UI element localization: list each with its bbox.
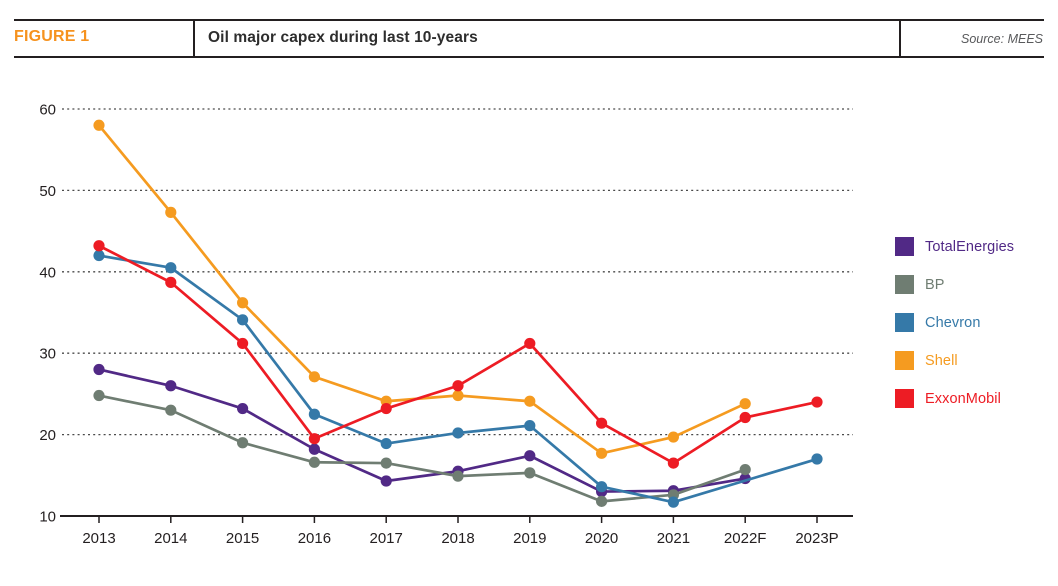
x-axis-label-2022f: 2022F xyxy=(724,530,767,547)
y-axis-label-20: 20 xyxy=(39,427,56,444)
data-point-chevron-2021 xyxy=(667,496,680,508)
series-line-chevron xyxy=(97,254,819,504)
y-axis-label-50: 50 xyxy=(39,183,56,200)
data-point-shell-2013 xyxy=(93,119,105,131)
series-line-shell xyxy=(97,123,747,455)
data-point-totalenergies-2019 xyxy=(524,450,536,462)
legend-label-exxonmobil: ExxonMobil xyxy=(925,390,1001,407)
data-point-bp-2018 xyxy=(452,470,464,482)
data-point-bp-2020 xyxy=(596,495,608,507)
data-point-exxonmobil-2022f xyxy=(739,411,751,424)
x-axis-label-2015: 2015 xyxy=(226,530,259,547)
data-point-shell-2018 xyxy=(452,389,464,402)
x-axis-label-2023p: 2023P xyxy=(795,530,838,547)
figure-source: Source: MEES xyxy=(961,32,1043,46)
legend-item-totalenergies: TotalEnergies xyxy=(895,237,1014,256)
series-line-bp xyxy=(97,394,747,503)
legend-item-exxonmobil: ExxonMobil xyxy=(895,389,1014,408)
data-point-exxonmobil-2020 xyxy=(596,417,608,429)
data-point-exxonmobil-2018 xyxy=(452,380,464,392)
x-axis-label-2014: 2014 xyxy=(154,530,187,547)
data-point-chevron-2014 xyxy=(165,262,177,274)
header-divider-left xyxy=(193,19,195,58)
data-point-bp-2019 xyxy=(524,467,536,479)
data-point-shell-2015 xyxy=(237,297,249,309)
data-point-shell-2016 xyxy=(308,371,320,383)
x-axis-label-2019: 2019 xyxy=(513,530,546,547)
data-point-totalenergies-2014 xyxy=(165,380,177,392)
legend-item-chevron: Chevron xyxy=(895,313,1014,332)
data-point-exxonmobil-2013 xyxy=(93,240,105,252)
y-axis-label-30: 30 xyxy=(39,346,56,363)
legend-label-totalenergies: TotalEnergies xyxy=(925,238,1015,255)
legend-swatch-bp xyxy=(895,275,914,294)
data-point-totalenergies-2016 xyxy=(308,443,320,455)
legend-swatch-shell xyxy=(895,351,914,370)
data-point-chevron-2017 xyxy=(380,437,392,450)
data-point-shell-2022f xyxy=(739,398,751,410)
legend-swatch-chevron xyxy=(895,313,914,332)
y-axis-label-10: 10 xyxy=(39,509,56,526)
figure-title: Oil major capex during last 10-years xyxy=(208,29,478,46)
data-point-exxonmobil-2019 xyxy=(524,337,536,350)
data-point-exxonmobil-2016 xyxy=(308,433,320,445)
y-axis-label-60: 60 xyxy=(39,102,56,119)
data-point-exxonmobil-2014 xyxy=(165,276,177,288)
legend-item-bp: BP xyxy=(895,275,1014,294)
data-point-exxonmobil-2015 xyxy=(237,337,249,350)
header-top-rule xyxy=(14,19,1044,21)
data-point-totalenergies-2017 xyxy=(380,475,392,487)
data-point-chevron-2013 xyxy=(93,249,105,262)
data-point-bp-2015 xyxy=(237,437,249,449)
legend-label-chevron: Chevron xyxy=(925,314,981,331)
figure-label: FIGURE 1 xyxy=(14,28,90,45)
data-point-totalenergies-2015 xyxy=(237,402,249,415)
data-point-chevron-2018 xyxy=(452,427,464,439)
data-point-exxonmobil-2023p xyxy=(811,396,823,408)
data-point-shell-2020 xyxy=(596,447,608,459)
legend-item-shell: Shell xyxy=(895,351,1014,370)
data-point-chevron-2019 xyxy=(524,420,536,432)
data-point-bp-2014 xyxy=(165,404,177,416)
legend-label-shell: Shell xyxy=(925,352,958,369)
data-point-bp-2017 xyxy=(380,457,392,469)
x-axis-label-2020: 2020 xyxy=(585,530,618,547)
header-divider-right xyxy=(899,19,901,58)
data-point-chevron-2015 xyxy=(237,314,249,326)
x-axis-label-2016: 2016 xyxy=(298,530,331,547)
chart-legend: TotalEnergies BP Chevron Shell ExxonMobil xyxy=(895,237,1014,408)
data-point-shell-2021 xyxy=(667,431,680,443)
data-point-chevron-2020 xyxy=(596,481,608,493)
series-line-totalenergies xyxy=(97,368,747,493)
legend-swatch-exxonmobil xyxy=(895,389,914,408)
legend-swatch-totalenergies xyxy=(895,237,914,256)
legend-label-bp: BP xyxy=(925,276,945,293)
data-point-exxonmobil-2021 xyxy=(667,457,680,469)
data-point-shell-2014 xyxy=(165,206,177,218)
y-axis-label-40: 40 xyxy=(39,264,56,281)
data-point-bp-2013 xyxy=(93,389,105,402)
data-point-chevron-2023p xyxy=(811,453,823,465)
header-bottom-rule xyxy=(14,56,1044,58)
x-axis-label-2018: 2018 xyxy=(441,530,474,547)
x-axis-label-2021: 2021 xyxy=(657,530,690,547)
x-axis-label-2013: 2013 xyxy=(82,530,115,547)
x-axis-label-2017: 2017 xyxy=(370,530,403,547)
data-point-shell-2019 xyxy=(524,395,536,407)
data-point-bp-2016 xyxy=(308,456,320,468)
data-point-totalenergies-2013 xyxy=(93,363,105,376)
data-point-exxonmobil-2017 xyxy=(380,402,392,415)
data-point-chevron-2016 xyxy=(308,408,320,420)
data-point-bp-2022f xyxy=(739,464,751,476)
